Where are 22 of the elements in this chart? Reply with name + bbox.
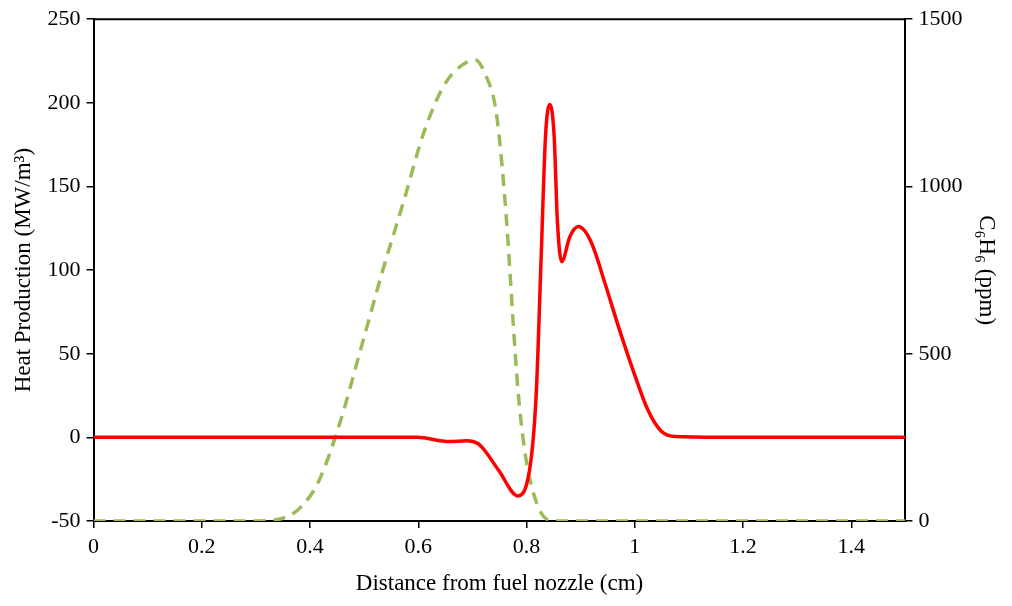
x-tick-label: 0 [88, 532, 100, 558]
x-tick-label: 1 [629, 532, 641, 558]
y2-tick-label: 1000 [918, 172, 963, 198]
x-axis-title: Distance from fuel nozzle (cm) [355, 570, 644, 596]
x-tick-label: 0.4 [296, 532, 324, 558]
y2-tick-label: 1500 [918, 4, 963, 30]
y-tick-label: -50 [51, 506, 81, 532]
y-tick-label: 150 [47, 172, 81, 198]
y-tick-label: 250 [47, 4, 81, 30]
y2-tick-label: 0 [918, 506, 930, 532]
y2-axis-title: C₆H₆ (ppm) [975, 215, 1001, 326]
x-tick-label: 1.2 [729, 532, 757, 558]
y-tick-label: 100 [47, 255, 81, 281]
y-tick-label: 0 [69, 423, 81, 449]
y-tick-label: 200 [47, 88, 81, 114]
y2-tick-label: 500 [918, 339, 952, 365]
x-tick-label: 0.6 [404, 532, 433, 558]
x-tick-label: 1.4 [837, 532, 866, 558]
x-tick-label: 0.2 [188, 532, 216, 558]
y-axis-title: Heat Production (MW/m³) [9, 147, 35, 393]
x-tick-label: 0.8 [512, 532, 541, 558]
y-tick-label: 50 [58, 339, 81, 365]
